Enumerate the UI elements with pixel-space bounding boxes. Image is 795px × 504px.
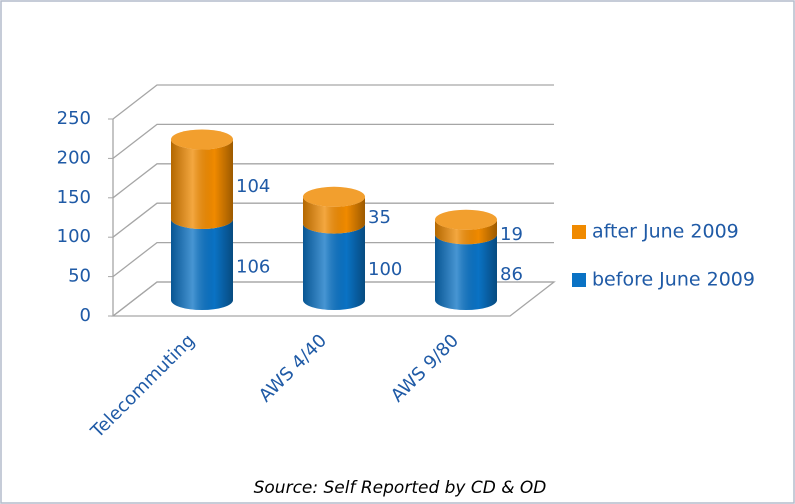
y-tick-label: 0 (80, 305, 91, 326)
cylinder-shade (303, 196, 365, 234)
grid-line (112, 281, 554, 317)
y-tick-label: 250 (57, 108, 91, 129)
legend-swatch (572, 273, 586, 287)
y-tick-label: 150 (57, 187, 91, 208)
source-note: Source: Self Reported by CD & OD (254, 478, 547, 498)
grid-line (112, 123, 554, 159)
grid-line (112, 84, 554, 120)
legend-swatch (572, 225, 586, 239)
y-tick-label: 200 (57, 147, 91, 168)
legend-label: before June 2009 (592, 269, 755, 291)
data-label: 86 (500, 264, 523, 285)
grid-line (112, 163, 554, 199)
y-tick-label: 50 (68, 266, 91, 287)
cylinder-top (435, 209, 497, 230)
cylinder-shade (435, 234, 497, 310)
data-label: 104 (236, 176, 270, 197)
cylinder-shade (171, 218, 233, 310)
data-label: 35 (368, 207, 391, 228)
data-label: 106 (236, 256, 270, 277)
cylinder-top-shine (303, 186, 365, 207)
cylinder-top-shine (435, 209, 497, 230)
cylinder-shade (435, 219, 497, 245)
data-label: 19 (500, 224, 523, 245)
cylinder-shade (171, 139, 233, 229)
data-label: 100 (368, 259, 402, 280)
legend-label: after June 2009 (592, 221, 739, 243)
cylinder-top-shine (171, 129, 233, 150)
y-tick-label: 100 (57, 226, 91, 247)
grid-line (112, 241, 554, 278)
cylinder-top (303, 186, 365, 207)
cylinder-top (171, 129, 233, 150)
grid-line (112, 202, 554, 238)
cylinder-shade (303, 223, 365, 310)
